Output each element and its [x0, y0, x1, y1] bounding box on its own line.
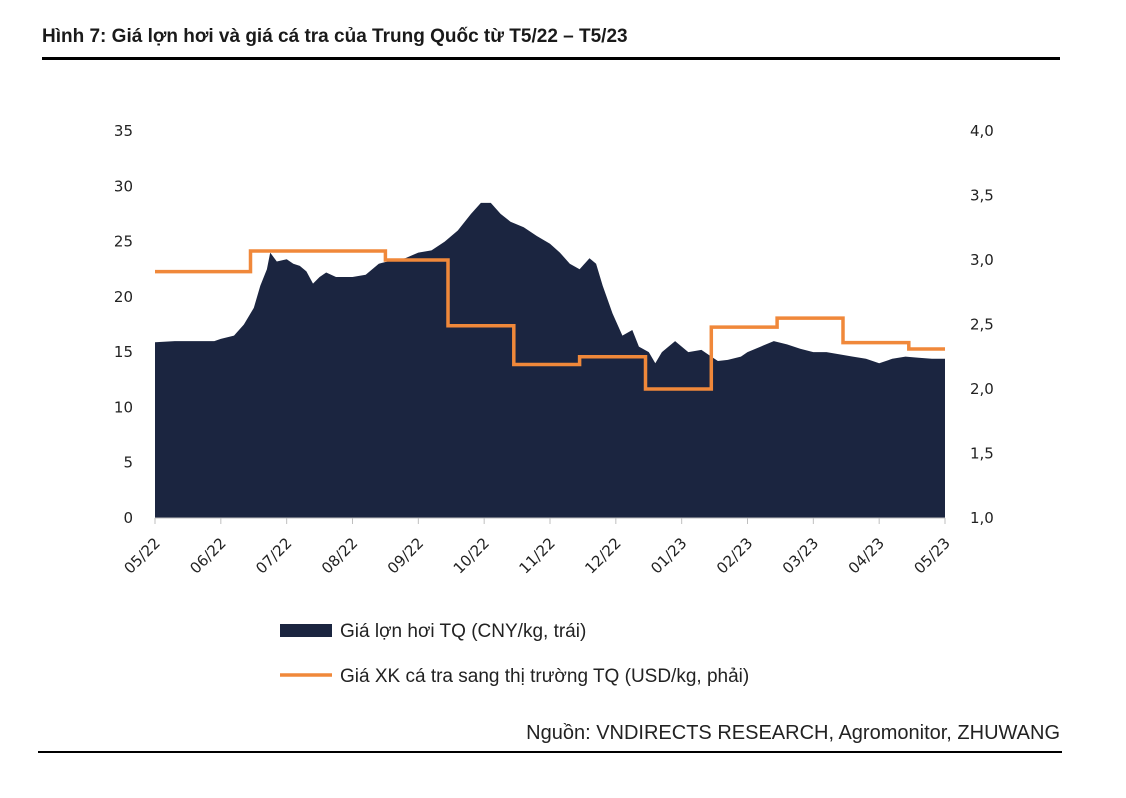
- legend-label-pork: Giá lợn hơi TQ (CNY/kg, trái): [340, 621, 586, 642]
- y-left-tick-label: 25: [114, 233, 133, 251]
- x-tick-label: 01/23: [647, 534, 690, 577]
- y-left-tick-label: 15: [114, 343, 133, 361]
- y-left-tick-label: 10: [114, 398, 133, 416]
- x-tick-label: 09/22: [384, 534, 427, 577]
- x-tick-label: 02/23: [713, 534, 756, 577]
- top-rule: [42, 57, 1060, 60]
- y-left-tick-label: 20: [114, 288, 133, 306]
- x-tick-label: 06/22: [186, 534, 229, 577]
- y-right-tick-label: 2,0: [970, 380, 994, 398]
- x-tick-label: 03/23: [779, 534, 822, 577]
- y-right-tick-label: 2,5: [970, 316, 994, 334]
- x-tick-label: 05/23: [911, 534, 954, 577]
- y-left-tick-label: 30: [114, 177, 133, 195]
- fish-export-price-line: [155, 249, 945, 391]
- x-tick-label: 04/23: [845, 534, 888, 577]
- x-tick-label: 11/22: [516, 534, 559, 577]
- y-left-tick-label: 0: [123, 509, 133, 527]
- figure-title: Hình 7: Giá lợn hơi và giá cá tra của Tr…: [42, 26, 628, 47]
- y-right-tick-label: 4,0: [970, 122, 994, 140]
- legend: Giá lợn hơi TQ (CNY/kg, trái) Giá XK cá …: [280, 621, 749, 687]
- legend-swatch-pork: [280, 624, 332, 637]
- x-tick-label: 05/22: [121, 534, 164, 577]
- y-left-tick-label: 35: [114, 122, 133, 140]
- y-left-tick-label: 5: [123, 454, 133, 472]
- y-right-tick-label: 3,5: [970, 187, 994, 205]
- bottom-rule: [38, 751, 1062, 753]
- y-right-tick-label: 1,5: [970, 445, 994, 463]
- y-right-tick-label: 1,0: [970, 509, 994, 527]
- source-note: Nguồn: VNDIRECTS RESEARCH, Agromonitor, …: [526, 722, 1060, 744]
- y-right-tick-label: 3,0: [970, 251, 994, 269]
- x-axis: 05/22 06/22 07/22 08/22 09/22 10/22 11/22 12/22…: [121, 517, 954, 577]
- pork-price-area: [155, 202, 945, 518]
- x-tick-label: 07/22: [252, 534, 295, 577]
- x-tick-label: 12/22: [581, 534, 624, 577]
- y-axis-left: 0 5 10 15 20 25 30 35: [114, 122, 133, 527]
- x-tick-label: 10/22: [450, 534, 493, 577]
- legend-label-fish: Giá XK cá tra sang thị trường TQ (USD/kg…: [340, 666, 749, 687]
- y-axis-right: 1,0 1,5 2,0 2,5 3,0 3,5 4,0: [970, 122, 994, 527]
- x-tick-label: 08/22: [318, 534, 361, 577]
